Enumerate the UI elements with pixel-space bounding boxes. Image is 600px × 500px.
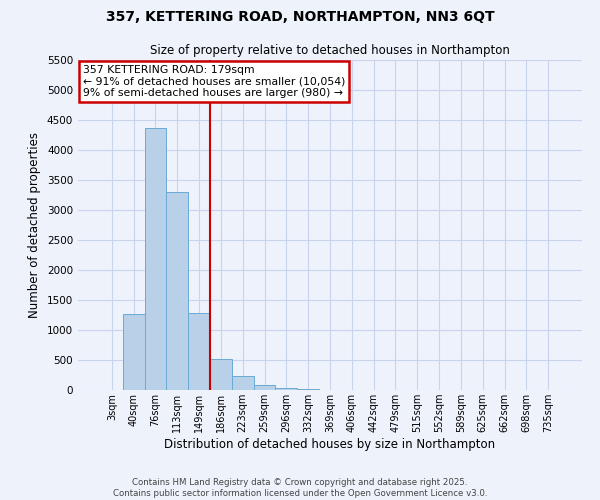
Bar	[210, 360, 232, 390]
Bar	[254, 384, 275, 390]
Text: 357 KETTERING ROAD: 179sqm
← 91% of detached houses are smaller (10,054)
9% of s: 357 KETTERING ROAD: 179sqm ← 91% of deta…	[83, 65, 346, 98]
Text: Contains HM Land Registry data © Crown copyright and database right 2025.
Contai: Contains HM Land Registry data © Crown c…	[113, 478, 487, 498]
Bar	[145, 128, 166, 390]
Text: 357, KETTERING ROAD, NORTHAMPTON, NN3 6QT: 357, KETTERING ROAD, NORTHAMPTON, NN3 6Q…	[106, 10, 494, 24]
Bar	[123, 314, 145, 390]
Title: Size of property relative to detached houses in Northampton: Size of property relative to detached ho…	[150, 44, 510, 58]
Bar	[166, 192, 188, 390]
Bar	[188, 313, 210, 390]
Bar	[275, 388, 297, 390]
X-axis label: Distribution of detached houses by size in Northampton: Distribution of detached houses by size …	[164, 438, 496, 451]
Y-axis label: Number of detached properties: Number of detached properties	[28, 132, 41, 318]
Bar	[232, 376, 254, 390]
